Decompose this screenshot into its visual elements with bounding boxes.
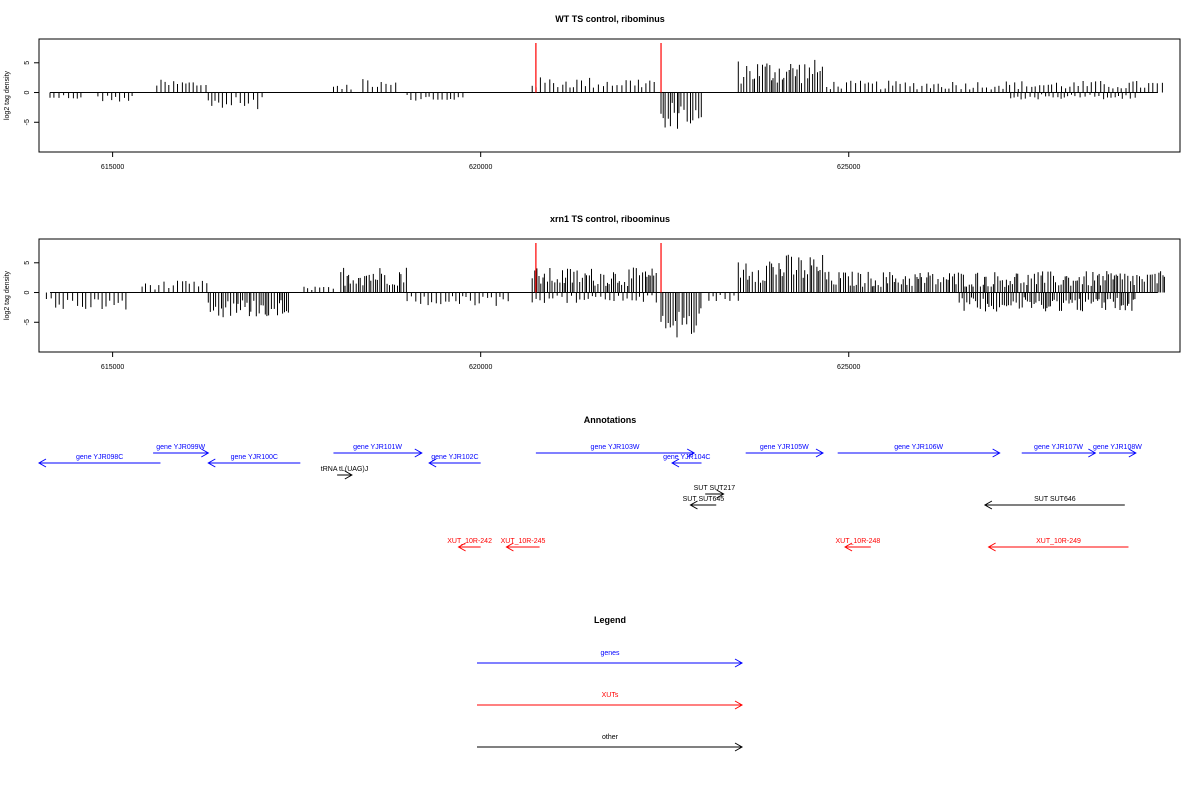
feature-label: XUT_10R-245 (501, 538, 546, 545)
feature-label: gene YJR104C (663, 454, 710, 461)
y-axis-label: log2 tag density (4, 270, 11, 320)
arrowhead-right-icon (716, 489, 725, 499)
feature-label: XUT_10R-249 (1036, 538, 1081, 545)
arrowhead-right-icon (1088, 448, 1097, 458)
y-tick-label: 0 (24, 290, 31, 294)
arrowhead-right-icon (1128, 448, 1137, 458)
feature-label: gene YJR101W (353, 444, 402, 451)
y-axis-label: log2 tag density (4, 70, 11, 120)
legend-title: Legend (594, 615, 626, 625)
x-tick-label: 620000 (469, 164, 492, 171)
y-tick-label: -5 (24, 119, 31, 125)
feature-label: XUT_10R-242 (447, 538, 492, 545)
arrowhead-left-icon (505, 542, 514, 552)
arrowhead-left-icon (671, 458, 680, 468)
feature-label: tRNA tL(UAG)J (321, 466, 368, 473)
arrowhead-left-icon (987, 542, 996, 552)
plot-frame (38, 38, 1181, 153)
arrowhead-right-icon (734, 658, 744, 668)
arrowhead-right-icon (734, 700, 744, 710)
feature-label: gene YJR106W (894, 444, 943, 451)
feature-label: gene YJR107W (1034, 444, 1083, 451)
feature-label: gene YJR108W (1093, 444, 1142, 451)
y-tick-label: 5 (24, 61, 31, 65)
chart-title: xrn1 TS control, riboominus (550, 214, 670, 224)
arrowhead-left-icon (689, 500, 698, 510)
arrowhead-left-icon (457, 542, 466, 552)
arrowhead-right-icon (992, 448, 1001, 458)
feature-label: SUT SUT645 (683, 496, 725, 503)
arrowhead-right-icon (686, 448, 696, 458)
feature-label: SUT SUT646 (1034, 496, 1076, 503)
legend-label: XUTs (602, 692, 619, 699)
x-tick-label: 625000 (837, 364, 860, 371)
xrn1-track-panel: xrn1 TS control, riboominus log2 tag dens… (4, 214, 1181, 371)
arrowhead-left-icon (37, 458, 47, 468)
chart-title: WT TS control, ribominus (555, 14, 665, 24)
x-tick-label: 615000 (101, 164, 124, 171)
feature-label: gene YJR103W (591, 444, 640, 451)
feature-label: XUT_10R-248 (836, 538, 881, 545)
legend-panel: Legend genes XUTs other (477, 615, 744, 752)
legend-label: other (602, 734, 619, 741)
arrowhead-left-icon (207, 458, 216, 468)
arrowhead-right-icon (815, 448, 824, 458)
arrowhead-left-icon (428, 458, 437, 468)
legend-label: genes (600, 650, 620, 657)
feature-label: SUT SUT217 (694, 485, 736, 492)
arrowhead-right-icon (201, 448, 210, 458)
arrowhead-left-icon (844, 542, 853, 552)
y-tick-label: 5 (24, 261, 31, 265)
plot-frame (38, 238, 1181, 353)
y-tick-label: 0 (24, 90, 31, 94)
x-tick-label: 615000 (101, 364, 124, 371)
feature-label: gene YJR098C (76, 454, 123, 461)
feature-label: gene YJR102C (431, 454, 478, 461)
x-tick-label: 625000 (837, 164, 860, 171)
feature-label: gene YJR099W (156, 444, 205, 451)
arrowhead-right-icon (734, 742, 744, 752)
y-tick-label: -5 (24, 319, 31, 325)
arrowhead-left-icon (983, 500, 993, 510)
feature-label: gene YJR100C (231, 454, 278, 461)
arrowhead-right-icon (344, 470, 353, 480)
annotations-title: Annotations (584, 415, 637, 425)
feature-label: gene YJR105W (760, 444, 809, 451)
arrowhead-right-icon (414, 448, 423, 458)
x-tick-label: 620000 (469, 364, 492, 371)
annotations-panel: Annotations gene YJR098C gene YJR099W gene… (37, 415, 1142, 552)
wt-track-panel: WT TS control, ribominus log2 tag density… (4, 14, 1181, 171)
